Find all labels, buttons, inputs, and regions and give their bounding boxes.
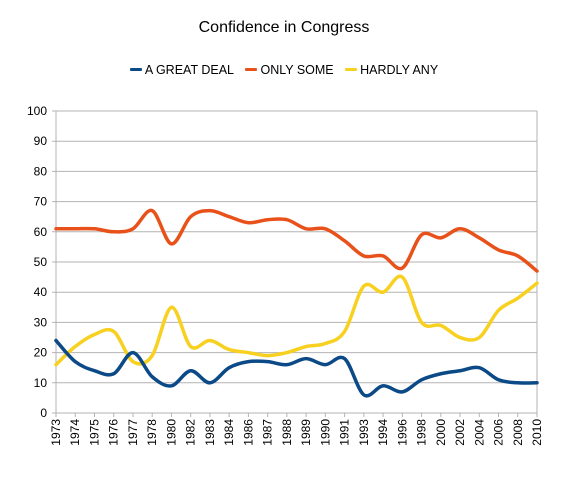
x-tick-label: 1980 — [164, 419, 178, 446]
y-tick-label: 0 — [40, 406, 47, 420]
x-tick-label: 1990 — [318, 419, 332, 446]
legend-swatch-great-deal — [129, 68, 142, 72]
y-tick-label: 70 — [34, 195, 48, 209]
gridlines — [52, 110, 538, 414]
legend-item-great-deal: A GREAT DEAL — [129, 63, 234, 77]
x-tick-label: 1988 — [280, 419, 294, 446]
x-tick-label: 1973 — [49, 419, 63, 446]
x-tick-label: 1983 — [203, 419, 217, 446]
y-tick-label: 60 — [34, 225, 48, 239]
y-tick-label: 10 — [34, 376, 48, 390]
y-tick-label: 90 — [34, 134, 48, 148]
x-tick-label: 1998 — [415, 419, 429, 446]
legend-swatch-hardly-any — [345, 68, 358, 72]
x-tick-label: 1977 — [126, 419, 140, 446]
x-tick-label: 1989 — [299, 419, 313, 446]
x-tick-label: 2004 — [472, 419, 486, 446]
x-tick-label: 1974 — [68, 419, 82, 446]
series-lines — [54, 208, 539, 398]
y-tick-label: 100 — [27, 104, 47, 118]
x-tick-label: 1996 — [395, 419, 409, 446]
legend-item-only-some: ONLY SOME — [245, 63, 334, 77]
x-tick-label: 1975 — [87, 419, 101, 446]
x-tick-label: 1991 — [338, 419, 352, 446]
legend-label-only-some: ONLY SOME — [260, 63, 334, 77]
y-axis: 0 10 20 30 40 50 60 70 80 90 100 — [27, 104, 57, 420]
y-tick-label: 80 — [34, 164, 48, 178]
series-line-only-some — [54, 208, 539, 273]
legend-item-hardly-any: HARDLY ANY — [345, 63, 438, 77]
x-tick-label: 1994 — [376, 419, 390, 446]
series-line-hardly-any — [54, 274, 539, 367]
x-tick-label: 1987 — [261, 419, 275, 446]
x-tick-label: 1978 — [145, 419, 159, 446]
series-line-great-deal — [54, 338, 539, 398]
x-tick-label: 2000 — [434, 419, 448, 446]
y-tick-label: 30 — [34, 315, 48, 329]
x-tick-label: 2002 — [453, 419, 467, 446]
x-tick-label: 1976 — [107, 419, 121, 446]
y-tick-label: 20 — [34, 346, 48, 360]
legend-label-great-deal: A GREAT DEAL — [144, 63, 234, 77]
x-tick-label: 1982 — [184, 419, 198, 446]
x-tick-label: 2006 — [492, 419, 506, 446]
legend-label-hardly-any: HARDLY ANY — [360, 63, 439, 77]
x-axis: 1973 1974 1975 1976 1977 1978 1980 1982 1983 1984… — [49, 413, 544, 446]
x-tick-label: 1984 — [222, 419, 236, 446]
legend: A GREAT DEAL ONLY SOME HARDLY ANY — [0, 63, 568, 77]
x-tick-label: 2008 — [511, 419, 525, 446]
legend-swatch-only-some — [245, 68, 258, 72]
y-tick-label: 40 — [34, 285, 48, 299]
chart-title: Confidence in Congress — [198, 19, 370, 36]
x-tick-label: 1986 — [241, 419, 255, 446]
x-tick-label: 1993 — [357, 419, 371, 446]
y-tick-label: 50 — [34, 255, 48, 269]
x-tick-label: 2010 — [530, 419, 544, 446]
